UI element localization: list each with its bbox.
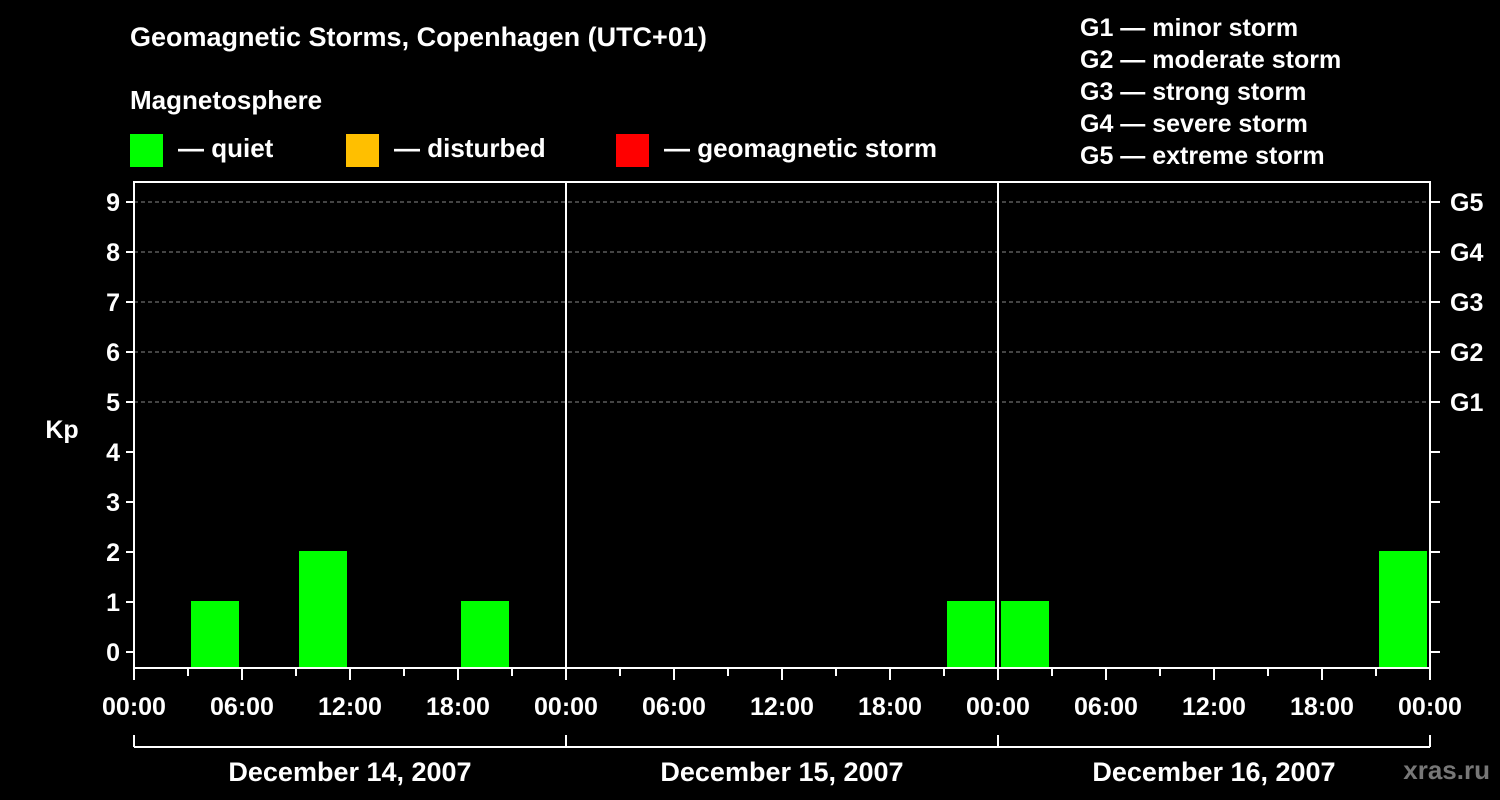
x-tick-label-8: 00:00 (966, 693, 1030, 721)
x-tick-label-0: 00:00 (102, 693, 166, 721)
x-tick-label-5: 06:00 (642, 693, 706, 721)
chart-title: Geomagnetic Storms, Copenhagen (UTC+01) (130, 22, 707, 52)
legend-label-quiet: — quiet (178, 133, 274, 163)
kp-bar-0 (191, 601, 239, 668)
right-axis-label-g3: G3 (1450, 289, 1483, 317)
watermark: xras.ru (1403, 755, 1490, 785)
x-tick-label-9: 06:00 (1074, 693, 1138, 721)
y-tick-label-2: 2 (106, 539, 120, 567)
storm-scale-g1: G1 — minor storm (1080, 14, 1299, 42)
legend-label-disturbed: — disturbed (394, 133, 546, 163)
x-tick-label-12: 00:00 (1398, 693, 1462, 721)
x-tick-label-7: 18:00 (858, 693, 922, 721)
kp-bar-5 (1379, 551, 1427, 668)
kp-bar-2 (461, 601, 509, 668)
y-tick-label-0: 0 (106, 639, 120, 667)
x-tick-label-6: 12:00 (750, 693, 814, 721)
kp-bar-3 (947, 601, 995, 668)
x-tick-label-3: 18:00 (426, 693, 490, 721)
right-axis-label-g5: G5 (1450, 189, 1483, 217)
legend-swatch-disturbed (346, 134, 379, 167)
storm-scale-g3: G3 — strong storm (1080, 78, 1307, 106)
storm-scale-g4: G4 — severe storm (1080, 110, 1308, 138)
day-label-0: December 14, 2007 (228, 757, 471, 787)
day-label-1: December 15, 2007 (660, 757, 903, 787)
kp-bar-4 (1001, 601, 1049, 668)
kp-bar-1 (299, 551, 347, 668)
y-tick-label-6: 6 (106, 339, 120, 367)
y-tick-label-3: 3 (106, 489, 120, 517)
legend-label-storm: — geomagnetic storm (664, 133, 938, 163)
y-tick-label-5: 5 (106, 389, 120, 417)
right-axis-label-g1: G1 (1450, 389, 1483, 417)
y-tick-label-1: 1 (106, 589, 120, 617)
right-axis-label-g2: G2 (1450, 339, 1483, 367)
legend-swatch-quiet (130, 134, 163, 167)
x-tick-label-1: 06:00 (210, 693, 274, 721)
storm-scale-g2: G2 — moderate storm (1080, 46, 1342, 74)
legend-heading: Magnetosphere (130, 85, 323, 115)
x-tick-label-11: 18:00 (1290, 693, 1354, 721)
y-tick-label-7: 7 (106, 289, 120, 317)
storm-scale-g5: G5 — extreme storm (1080, 142, 1325, 170)
y-axis-title: Kp (45, 416, 78, 444)
y-tick-label-4: 4 (106, 439, 120, 467)
y-tick-label-8: 8 (106, 239, 120, 267)
x-tick-label-10: 12:00 (1182, 693, 1246, 721)
y-tick-label-9: 9 (106, 189, 120, 217)
legend-swatch-storm (616, 134, 649, 167)
right-axis-label-g4: G4 (1450, 239, 1483, 267)
x-tick-label-4: 00:00 (534, 693, 598, 721)
day-label-2: December 16, 2007 (1092, 757, 1335, 787)
x-tick-label-2: 12:00 (318, 693, 382, 721)
